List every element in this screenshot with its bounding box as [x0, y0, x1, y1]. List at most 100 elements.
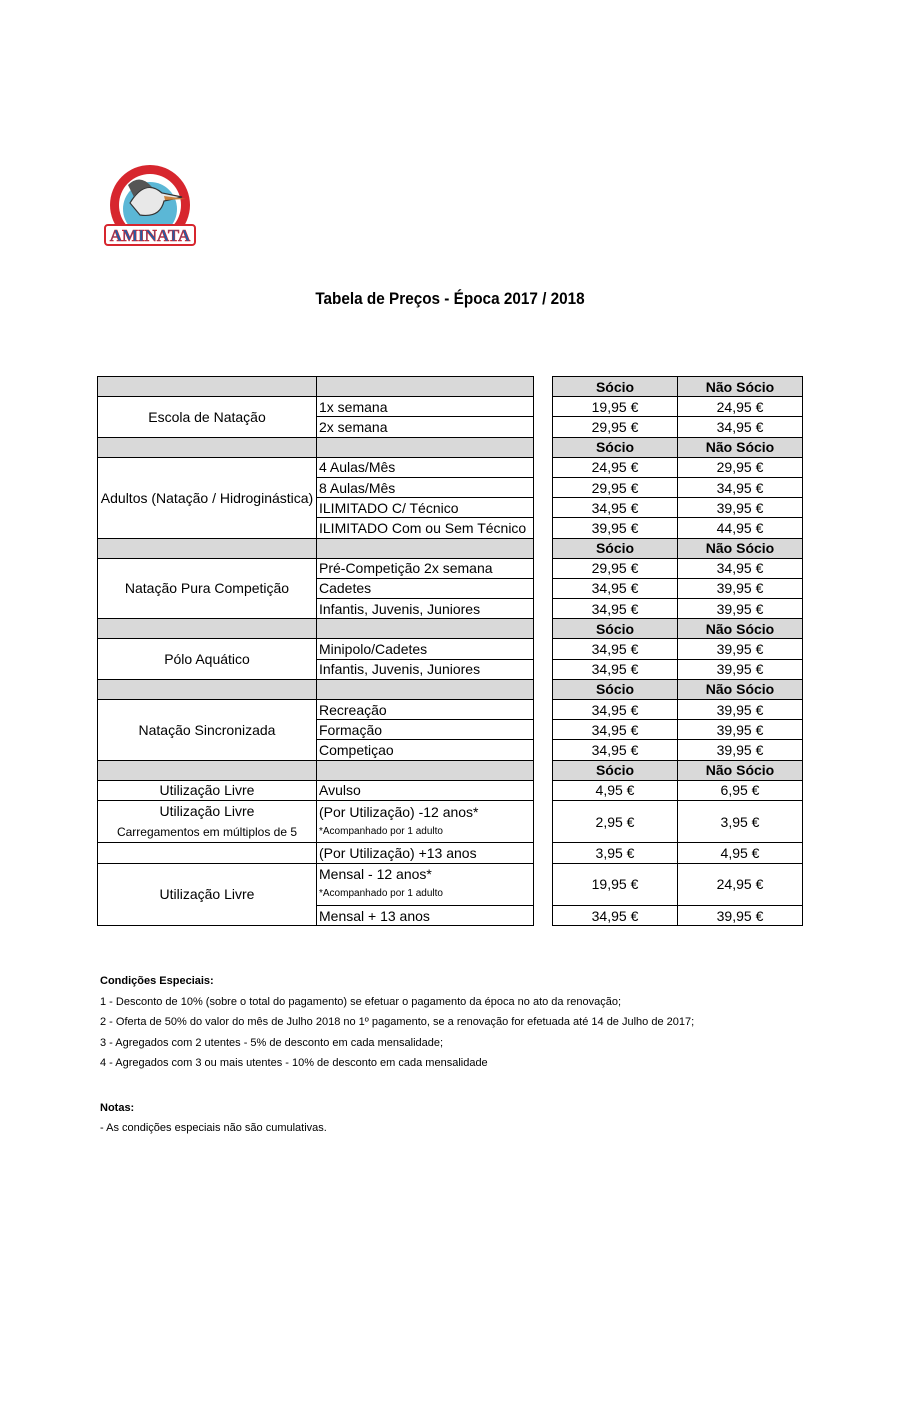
table-row: Formação — [98, 719, 534, 741]
header-socio: Sócio — [552, 759, 678, 781]
table-row: 34,95 €39,95 € — [552, 719, 803, 741]
table-row: Infantis, Juvenis, Juniores — [98, 658, 534, 680]
item-footnote: *Acompanhado por 1 adulto — [319, 825, 443, 837]
price-table: Sócio Não Sócio 19,95 €24,95 €29,95 €34,95… — [552, 375, 803, 927]
item-name: ILIMITADO Com ou Sem Técnico — [316, 517, 534, 539]
table-row: 29,95 €34,95 € — [552, 557, 803, 579]
table-row: 34,95 €39,95 € — [552, 638, 803, 660]
table-row: 34,95 €39,95 € — [552, 698, 803, 721]
table-row: Utilização Livre Carregamentos em múltipl… — [97, 799, 534, 844]
item-name-text: Mensal - 12 anos* — [319, 866, 432, 883]
price-socio: 34,95 € — [552, 497, 678, 519]
section-label-main: Utilização Livre — [159, 803, 255, 820]
price-socio: 34,95 € — [552, 698, 678, 721]
table-row: 34,95 €39,95 € — [552, 577, 803, 600]
header-blank-cell — [316, 375, 534, 398]
table-row: 29,95 €34,95 € — [552, 476, 803, 499]
header-row — [97, 618, 534, 640]
table-row: Escola de Natação 1x semana — [97, 396, 534, 438]
item-name-text: (Por Utilização) -12 anos* — [319, 803, 479, 820]
header-socio: Sócio — [552, 678, 678, 701]
price-socio: 34,95 € — [552, 739, 678, 761]
table-row: Utilização Livre Mensal - 12 anos* *Acompa… — [97, 862, 534, 927]
svg-text:AMINATA: AMINATA — [110, 226, 191, 245]
header-blank-cell — [97, 375, 317, 398]
item-name: Infantis, Juvenis, Juniores — [316, 658, 534, 680]
page-title: Tabela de Preços - Época 2017 / 2018 — [315, 289, 585, 308]
price-socio: 29,95 € — [552, 416, 678, 438]
item-name: 2x semana — [316, 416, 534, 438]
item-name: 4 Aulas/Mês — [316, 456, 534, 478]
price-nao-socio: 34,95 € — [677, 557, 803, 579]
price-nao-socio: 39,95 € — [677, 497, 803, 519]
item-name: Mensal + 13 anos — [316, 904, 534, 927]
price-socio: 29,95 € — [552, 557, 678, 579]
aminata-club-logo: AMINATA — [104, 165, 196, 246]
header-row — [97, 537, 534, 559]
header-blank-cell — [97, 678, 317, 701]
price-socio: 34,95 € — [552, 598, 678, 620]
table-row: 3,95 €4,95 € — [552, 842, 803, 864]
header-blank-cell — [97, 759, 317, 781]
header-blank-cell — [316, 436, 534, 458]
header-row: Sócio Não Sócio — [552, 678, 803, 701]
table-row: 2,95 €3,95 € — [552, 799, 803, 844]
table-row: 19,95 €24,95 € — [552, 396, 803, 418]
table-row: Pólo Aquático Minipolo/Cadetes — [97, 638, 534, 680]
price-socio: 24,95 € — [552, 456, 678, 478]
item-footnote: *Acompanhado por 1 adulto — [319, 888, 443, 900]
table-row: 39,95 €44,95 € — [552, 517, 803, 539]
condition-item: 2 - Oferta de 50% do valor do mês de Jul… — [100, 1016, 695, 1028]
item-name: Cadetes — [316, 577, 534, 600]
header-nao-socio: Não Sócio — [677, 537, 803, 559]
header-row: Sócio Não Sócio — [552, 618, 803, 640]
price-socio: 4,95 € — [552, 779, 678, 801]
condition-item: 4 - Agregados com 3 ou mais utentes - 10… — [100, 1057, 488, 1069]
table-row: Utilização Livre Avulso — [97, 779, 534, 801]
price-socio: 3,95 € — [552, 842, 678, 864]
item-name: Pré-Competição 2x semana — [316, 557, 534, 579]
price-nao-socio: 4,95 € — [677, 842, 803, 864]
header-row — [97, 436, 534, 458]
header-socio: Sócio — [552, 618, 678, 640]
section-label: Utilização Livre — [97, 862, 317, 927]
table-row: 34,95 €39,95 € — [552, 904, 803, 927]
item-name: 1x semana — [316, 396, 534, 418]
item-name: Minipolo/Cadetes — [316, 638, 534, 660]
price-nao-socio: 39,95 € — [677, 719, 803, 741]
header-blank-cell — [316, 537, 534, 559]
table-row: 29,95 €34,95 € — [552, 416, 803, 438]
table-row: Natação Sincronizada Recreação — [97, 698, 534, 761]
header-row — [97, 678, 534, 701]
header-nao-socio: Não Sócio — [677, 759, 803, 781]
header-nao-socio: Não Sócio — [677, 436, 803, 458]
header-nao-socio: Não Sócio — [677, 375, 803, 398]
special-conditions: Condições Especiais: 1 - Desconto de 10%… — [100, 975, 694, 1078]
table-row: 34,95 €39,95 € — [552, 497, 803, 519]
header-socio: Sócio — [552, 436, 678, 458]
item-name: (Por Utilização) -12 anos* *Acompanhado p… — [316, 799, 534, 844]
price-nao-socio: 39,95 € — [677, 638, 803, 660]
price-nao-socio: 39,95 € — [677, 658, 803, 680]
price-nao-socio: 39,95 € — [677, 598, 803, 620]
section-label: Utilização Livre Carregamentos em múltipl… — [97, 799, 317, 844]
price-nao-socio: 24,95 € — [677, 862, 803, 906]
header-blank-cell — [97, 537, 317, 559]
price-socio: 34,95 € — [552, 658, 678, 680]
price-socio: 34,95 € — [552, 638, 678, 660]
header-socio: Sócio — [552, 537, 678, 559]
header-blank-cell — [97, 618, 317, 640]
item-name: Infantis, Juvenis, Juniores — [316, 598, 534, 620]
item-name: (Por Utilização) +13 anos — [316, 842, 534, 864]
price-socio: 19,95 € — [552, 862, 678, 906]
note-item: - As condições especiais não são cumulat… — [100, 1122, 327, 1134]
header-blank-cell — [97, 436, 317, 458]
section-sublabel: Carregamentos em múltiplos de 5 — [116, 825, 298, 840]
header-row: Sócio Não Sócio — [552, 436, 803, 458]
table-row: Mensal + 13 anos — [98, 904, 534, 927]
price-socio: 19,95 € — [552, 396, 678, 418]
condition-item: 1 - Desconto de 10% (sobre o total do pa… — [100, 995, 622, 1008]
price-nao-socio: 34,95 € — [677, 416, 803, 438]
item-name: 8 Aulas/Mês — [316, 476, 534, 499]
